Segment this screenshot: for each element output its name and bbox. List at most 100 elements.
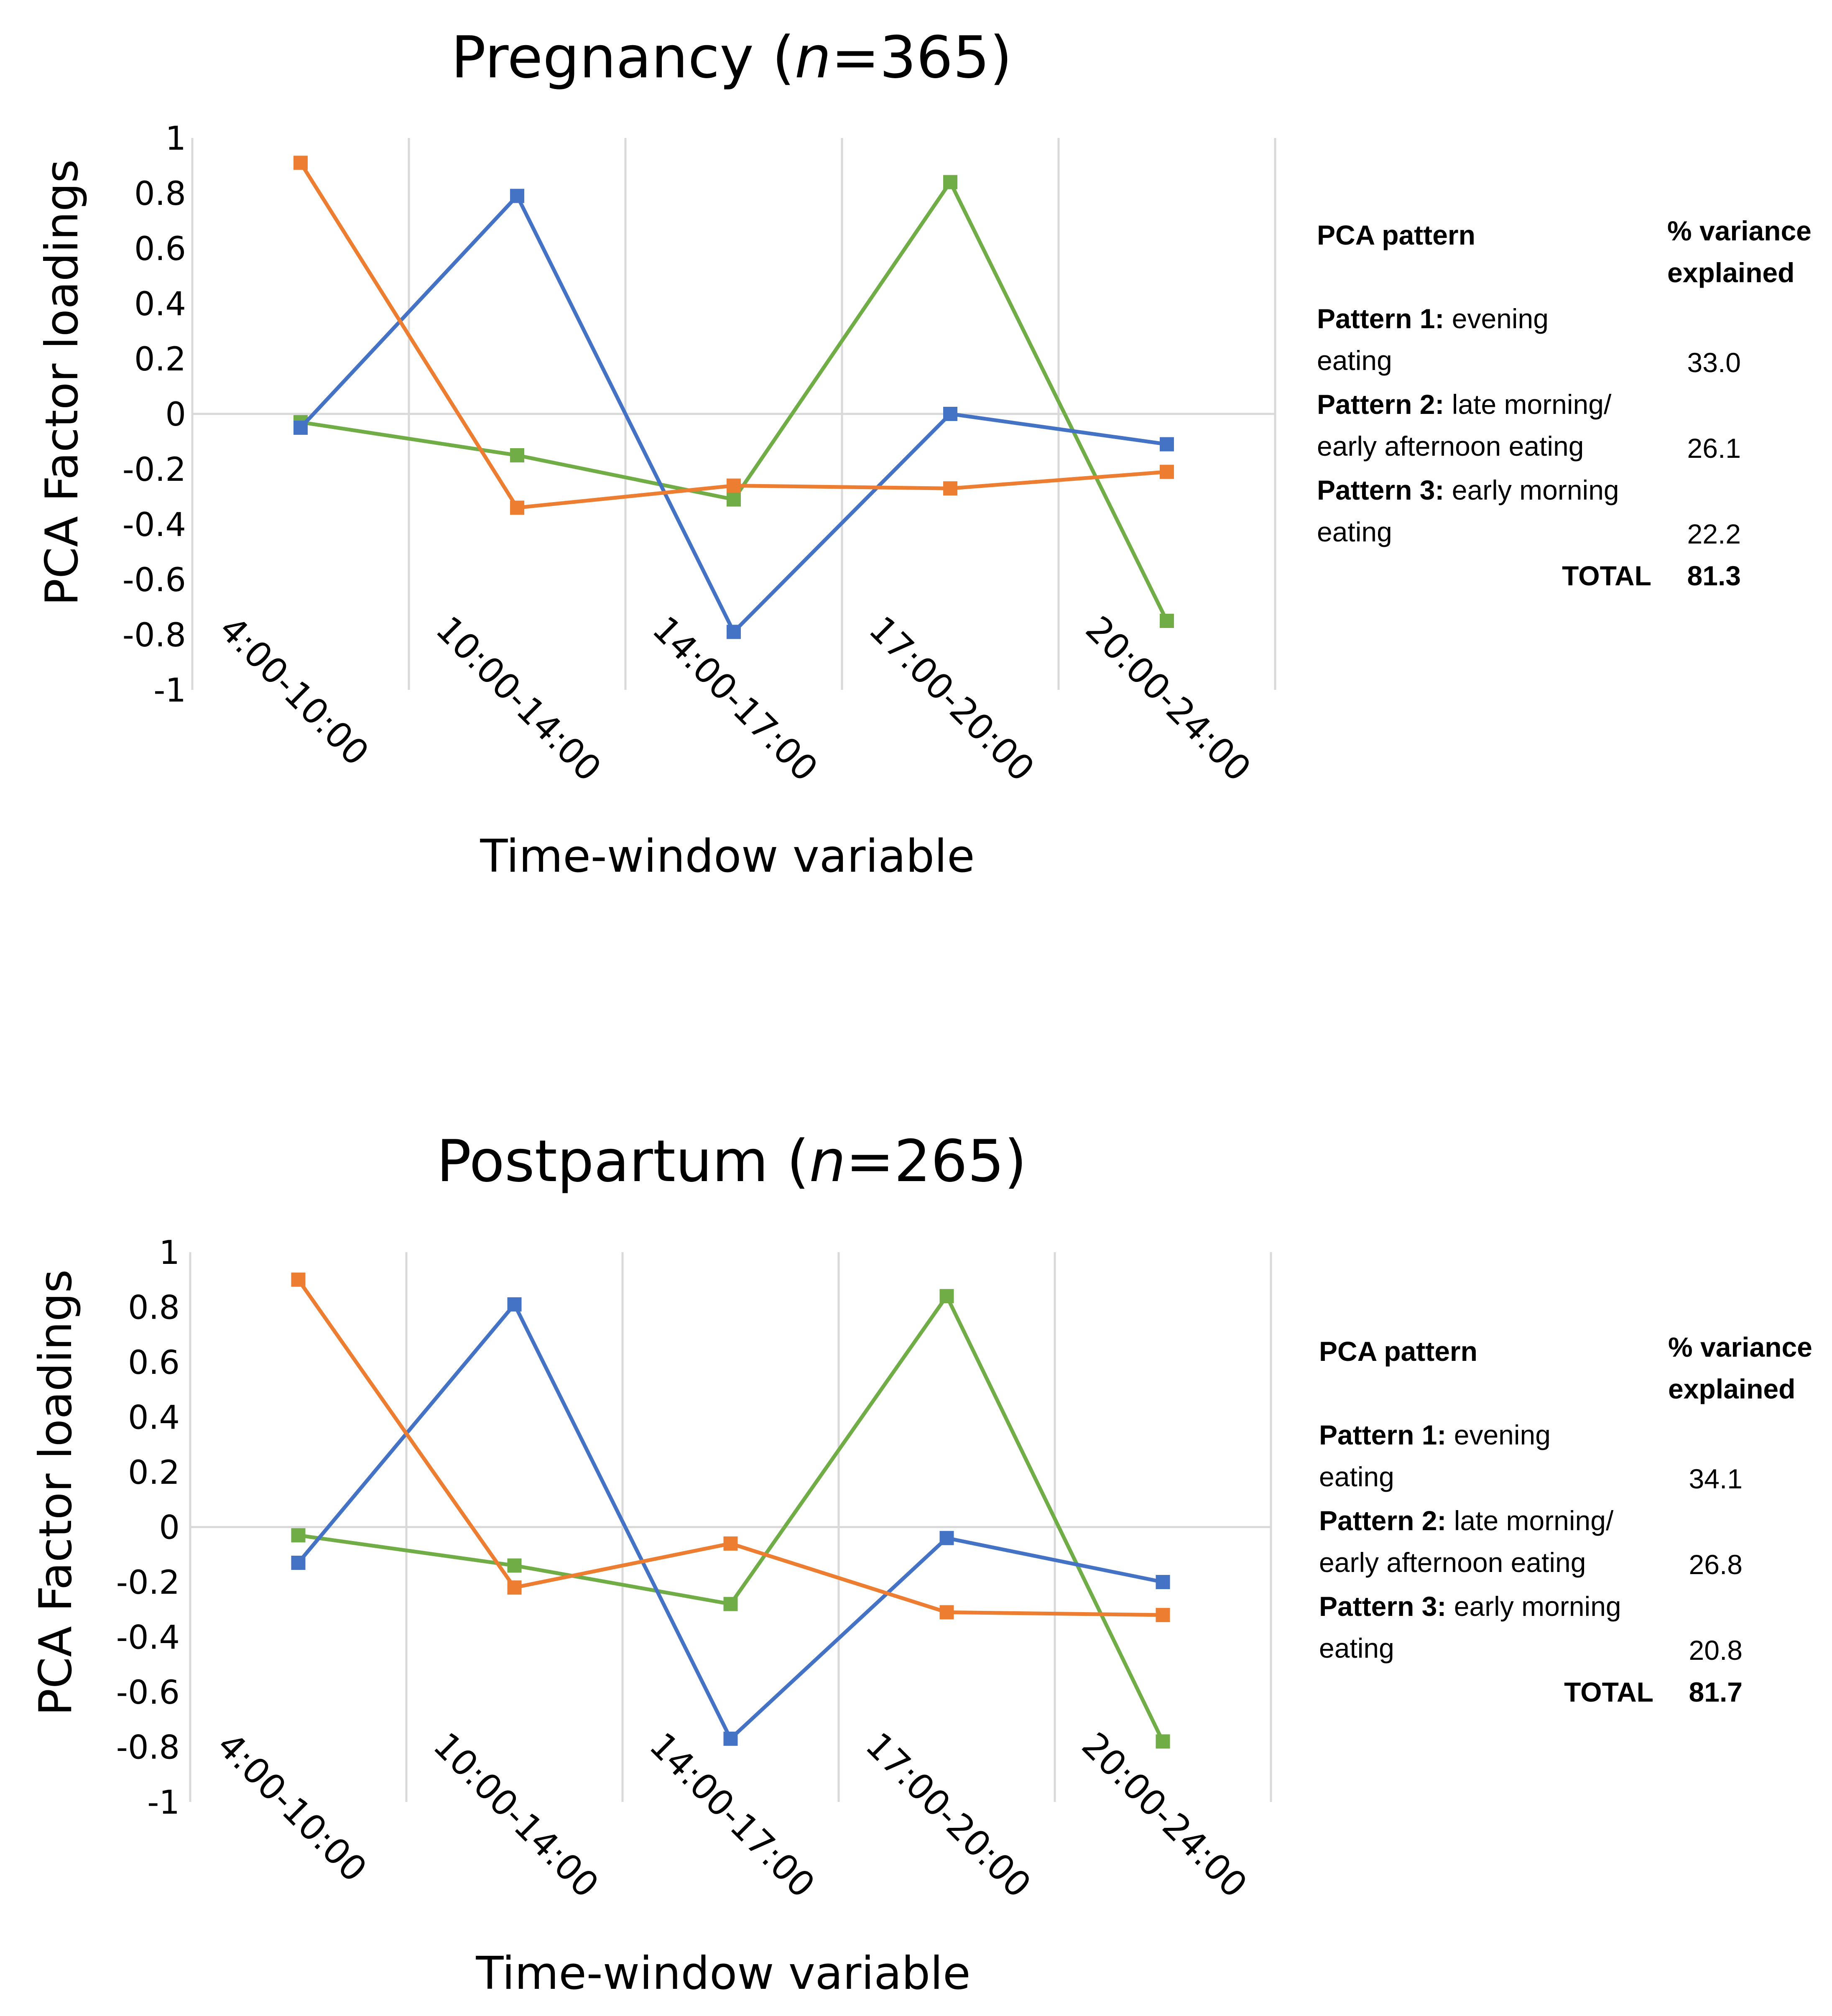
legend-pattern-2-label: Pattern 2: [1319, 1505, 1446, 1536]
legend-pattern-1-label: Pattern 1: [1317, 303, 1444, 334]
y-tick-label: -1 [153, 672, 186, 709]
legend-pattern-2: Pattern 2: late morning/ [1319, 1505, 1614, 1536]
data-point-pattern-2 [727, 625, 741, 639]
series-line-pattern-1 [300, 180, 1169, 622]
x-category-label: 17:00-20:00 [858, 1725, 1039, 1906]
data-point-pattern-3 [727, 478, 741, 493]
legend-table: PCA pattern % variance explained Pattern… [1317, 215, 1812, 591]
chart-title: Pregnancy (n=365) [451, 24, 1012, 91]
data-point-pattern-1 [510, 448, 524, 462]
y-tick-label: -0.2 [116, 1564, 180, 1602]
legend-header-variance: % variance [1668, 1332, 1812, 1363]
y-tick-label: 0.8 [134, 175, 186, 213]
data-point-pattern-3 [291, 1272, 306, 1287]
y-tick-label: 0.2 [128, 1454, 180, 1492]
legend-pattern-3: Pattern 3: early morning [1319, 1591, 1621, 1622]
data-point-pattern-3 [507, 1580, 522, 1595]
legend-pattern-1-value: 33.0 [1687, 347, 1741, 378]
legend-pattern-3-value: 22.2 [1687, 518, 1741, 549]
y-tick-label: 0.4 [128, 1399, 180, 1437]
data-point-pattern-2 [293, 421, 308, 435]
series-line-pattern-2 [297, 1302, 1163, 1741]
legend-pattern-2: Pattern 2: late morning/ [1317, 389, 1612, 420]
x-category-labels: 4:00-10:00 10:00-14:00 14:00-17:00 17:00-20… [209, 1725, 1255, 1906]
series-line-pattern-3 [296, 1279, 1163, 1617]
x-category-label: 17:00-20:00 [861, 608, 1042, 789]
y-tick-label: 0.2 [134, 341, 186, 378]
data-series [293, 156, 1174, 639]
legend-total-value: 81.3 [1687, 560, 1741, 591]
legend-pattern-1-value: 34.1 [1689, 1463, 1743, 1494]
y-tick-label: 1 [159, 1234, 180, 1272]
legend-pattern-2-value: 26.1 [1687, 433, 1741, 464]
y-tick-label: 0.8 [128, 1289, 180, 1327]
y-tick-labels: 1 0.8 0.6 0.4 0.2 0 -0.2 -0.4 -0.6 -0.8 -1 [122, 120, 186, 709]
data-point-pattern-3 [293, 156, 308, 170]
legend-pattern-3-desc: eating [1319, 1633, 1394, 1664]
data-point-pattern-2 [507, 1297, 522, 1312]
chart-title: Postpartum (n=265) [436, 1128, 1027, 1195]
y-tick-label: -0.6 [122, 561, 186, 599]
x-axis-label: Time-window variable [475, 1947, 970, 2000]
data-point-pattern-2 [939, 1531, 954, 1545]
legend-pattern-1-label: Pattern 1: [1319, 1419, 1446, 1450]
data-point-pattern-2 [943, 407, 957, 421]
data-point-pattern-1 [1156, 1734, 1170, 1749]
data-point-pattern-3 [510, 500, 524, 515]
x-category-label: 4:00-10:00 [212, 608, 377, 773]
gridlines [189, 1252, 1272, 1802]
y-tick-label: -1 [147, 1784, 180, 1822]
data-point-pattern-1 [291, 1528, 306, 1543]
data-point-pattern-1 [507, 1558, 522, 1573]
legend-pattern-3-label: Pattern 3: [1317, 475, 1444, 505]
postpartum-chart: Postpartum (n=265) PCA Factor loadings T… [30, 1128, 1812, 2000]
legend-pattern-2-desc: early afternoon eating [1319, 1547, 1586, 1578]
x-axis-label: Time-window variable [480, 830, 975, 883]
legend-pattern-3-value: 20.8 [1689, 1635, 1743, 1666]
x-category-label: 4:00-10:00 [209, 1725, 375, 1890]
data-point-pattern-3 [943, 481, 957, 496]
data-point-pattern-2 [1160, 437, 1174, 452]
x-category-label: 20:00-24:00 [1074, 1725, 1255, 1906]
y-tick-label: 1 [165, 120, 186, 158]
y-tick-label: -0.4 [122, 506, 186, 544]
legend-header-pattern: PCA pattern [1317, 219, 1475, 250]
legend-pattern-3-desc: eating [1317, 516, 1392, 547]
legend-pattern-2-value: 26.8 [1689, 1549, 1743, 1580]
gridlines [191, 138, 1276, 690]
legend-header-variance: % variance [1667, 215, 1812, 246]
legend-pattern-2-label: Pattern 2: [1317, 389, 1444, 420]
x-category-label: 10:00-14:00 [426, 1725, 607, 1906]
legend-pattern-3: Pattern 3: early morning [1317, 475, 1619, 505]
data-point-pattern-2 [1156, 1575, 1170, 1589]
y-tick-label: 0.4 [134, 286, 186, 323]
legend-pattern-3-label: Pattern 3: [1319, 1591, 1446, 1622]
data-point-pattern-3 [1156, 1608, 1170, 1622]
data-point-pattern-2 [510, 189, 524, 203]
data-point-pattern-1 [727, 492, 741, 507]
y-tick-label: -0.4 [116, 1619, 180, 1657]
data-point-pattern-2 [723, 1731, 738, 1746]
data-point-pattern-3 [1160, 464, 1174, 479]
pregnancy-chart: Pregnancy (n=365) PCA Factor loadings Ti… [36, 24, 1812, 883]
data-point-pattern-3 [723, 1536, 738, 1551]
y-tick-label: -0.6 [116, 1674, 180, 1712]
y-tick-label: 0.6 [134, 230, 186, 268]
y-axis-label: PCA Factor loadings [30, 1269, 82, 1716]
y-tick-label: 0.6 [128, 1344, 180, 1382]
data-series [291, 1272, 1170, 1749]
y-tick-label: 0 [159, 1509, 180, 1547]
legend-pattern-1: Pattern 1: evening [1317, 303, 1549, 334]
series-line-pattern-1 [298, 1294, 1165, 1743]
x-category-label: 20:00-24:00 [1078, 608, 1259, 789]
data-point-pattern-1 [1160, 614, 1174, 628]
x-category-label: 10:00-14:00 [428, 608, 609, 789]
series-line-pattern-3 [299, 162, 1167, 510]
data-point-pattern-1 [943, 175, 957, 189]
legend-total-label: TOTAL [1564, 1677, 1653, 1707]
data-point-pattern-1 [723, 1597, 738, 1611]
y-tick-label: -0.2 [122, 451, 186, 489]
y-tick-label: -0.8 [122, 617, 186, 654]
legend-total-value: 81.7 [1689, 1677, 1743, 1707]
y-axis-label: PCA Factor loadings [36, 159, 88, 606]
